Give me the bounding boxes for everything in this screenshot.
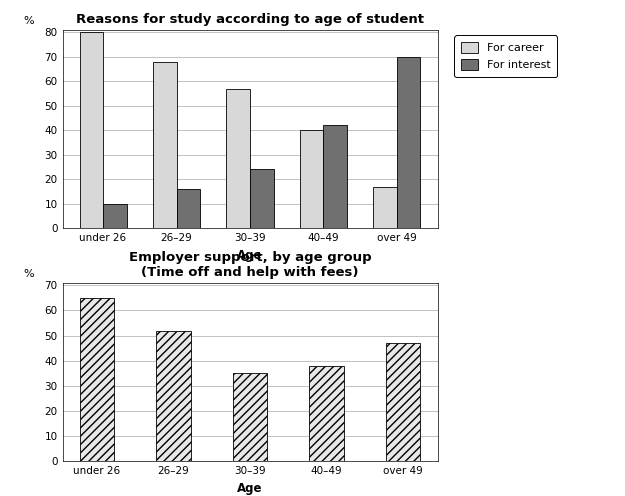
Bar: [397, 57, 421, 228]
Title: Employer support, by age group
(Time off and help with fees): Employer support, by age group (Time off…: [129, 251, 371, 279]
X-axis label: Age: Age: [238, 482, 262, 495]
Bar: [300, 130, 324, 228]
Bar: [156, 330, 191, 461]
Bar: [250, 169, 274, 228]
Bar: [309, 366, 344, 461]
Bar: [103, 204, 127, 228]
Legend: For career, For interest: For career, For interest: [454, 35, 557, 77]
Bar: [373, 186, 397, 228]
Bar: [79, 32, 103, 228]
Y-axis label: %: %: [24, 269, 34, 279]
Bar: [386, 343, 421, 461]
Bar: [324, 125, 347, 228]
Bar: [232, 373, 268, 461]
Bar: [79, 298, 114, 461]
Bar: [153, 62, 176, 228]
X-axis label: Age: Age: [238, 248, 262, 261]
Title: Reasons for study according to age of student: Reasons for study according to age of st…: [76, 13, 424, 26]
Y-axis label: %: %: [24, 16, 34, 26]
Bar: [176, 189, 200, 228]
Bar: [226, 89, 250, 228]
